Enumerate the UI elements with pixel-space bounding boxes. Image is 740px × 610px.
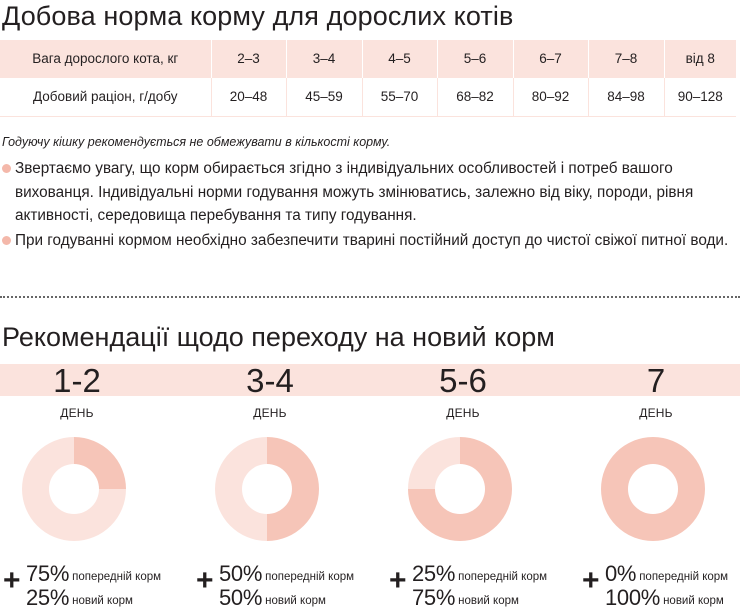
donut-chart	[408, 437, 512, 541]
stage-days: 7	[646, 362, 666, 399]
bullet-item: Звертаємо увагу, що корм обирається згід…	[2, 157, 732, 228]
feeding-note: Годуючу кішку рекомендується не обмежува…	[2, 135, 391, 149]
weight-cell: від 8	[663, 40, 736, 78]
weight-cell: 2–3	[210, 40, 286, 78]
new-pct: 50%	[219, 585, 263, 610]
new-pct: 75%	[412, 585, 456, 610]
stage-unit: ДЕНЬ	[253, 406, 287, 420]
old-label: попередній корм	[72, 571, 162, 583]
old-label: попередній корм	[265, 571, 355, 583]
donut-new-food	[267, 437, 319, 541]
bullet-dot-icon	[2, 164, 11, 173]
old-label: попередній корм	[639, 571, 729, 583]
weight-label: Вага дорослого кота, кг	[0, 40, 211, 78]
stage-unit: ДЕНЬ	[60, 406, 94, 420]
stage-unit: ДЕНЬ	[639, 406, 673, 420]
stage-days: 1-2	[53, 362, 101, 399]
ration-cell: 55–70	[361, 78, 437, 117]
old-pct: 0%	[605, 561, 637, 586]
new-label: новий корм	[458, 595, 519, 607]
stage-unit: ДЕНЬ	[446, 406, 480, 420]
bullet-text: При годуванні кормом необхідно забезпечи…	[15, 231, 729, 249]
donut-new-food	[408, 437, 512, 541]
plus-icon: +	[3, 564, 21, 597]
mix-legend: + 0% попередній корм 100% новий корм	[582, 562, 740, 610]
bullet-item: При годуванні кормом необхідно забезпечи…	[2, 229, 732, 253]
donut-chart	[22, 437, 126, 541]
weight-row: Вага дорослого кота, кг 2–3 3–4 4–5 5–6 …	[0, 40, 736, 78]
weight-cell: 5–6	[436, 40, 513, 78]
donut-old-food	[22, 437, 126, 541]
weight-cell: 7–8	[587, 40, 664, 78]
section-divider	[0, 296, 740, 298]
plus-icon: +	[196, 564, 214, 597]
ration-row: Добовий раціон, г/добу 20–48 45–59 55–70…	[0, 78, 736, 117]
plus-icon: +	[582, 564, 600, 597]
mix-legend: + 75% попередній корм 25% новий корм	[3, 562, 183, 610]
plus-icon: +	[389, 564, 407, 597]
mix-legend: + 50% попередній корм 50% новий корм	[196, 562, 376, 610]
donut-old-food	[408, 437, 460, 489]
ration-cell: 84–98	[587, 78, 664, 117]
transition-title: Рекомендації щодо переходу на новий корм	[2, 322, 555, 352]
new-label: новий корм	[265, 595, 326, 607]
feeding-table: Вага дорослого кота, кг 2–3 3–4 4–5 5–6 …	[0, 40, 736, 117]
weight-cell: 6–7	[512, 40, 588, 78]
donut-chart	[215, 437, 319, 541]
bullet-dot-icon	[2, 235, 11, 245]
new-label: новий корм	[72, 595, 133, 607]
mix-legend: + 25% попередній корм 75% новий корм	[389, 562, 569, 610]
new-label: новий корм	[663, 595, 724, 607]
stage-days: 5-6	[439, 362, 487, 399]
ration-cell: 80–92	[512, 78, 588, 117]
ration-cell: 45–59	[285, 78, 362, 117]
old-pct: 25%	[412, 561, 456, 586]
bullet-text: Звертаємо увагу, що корм обирається згід…	[15, 160, 694, 224]
ration-cell: 68–82	[436, 78, 513, 117]
donut-old-food	[215, 437, 267, 541]
old-label: попередній корм	[458, 571, 548, 583]
weight-cell: 4–5	[361, 40, 437, 78]
feeding-title: Добова норма корму для дорослих котів	[2, 1, 514, 31]
new-pct: 100%	[605, 585, 661, 610]
stages-band	[0, 364, 740, 396]
donut-chart	[601, 437, 705, 541]
old-pct: 75%	[26, 561, 70, 586]
ration-label: Добовий раціон, г/добу	[0, 78, 211, 117]
feeding-bullets: Звертаємо увагу, що корм обирається згід…	[2, 157, 732, 253]
weight-cell: 3–4	[285, 40, 362, 78]
donut-new-food	[74, 437, 126, 489]
stage-days: 3-4	[246, 362, 294, 399]
new-pct: 25%	[26, 585, 70, 610]
ration-cell: 90–128	[663, 78, 736, 117]
old-pct: 50%	[219, 561, 263, 586]
ration-cell: 20–48	[210, 78, 286, 117]
donut-new-food	[601, 437, 705, 541]
